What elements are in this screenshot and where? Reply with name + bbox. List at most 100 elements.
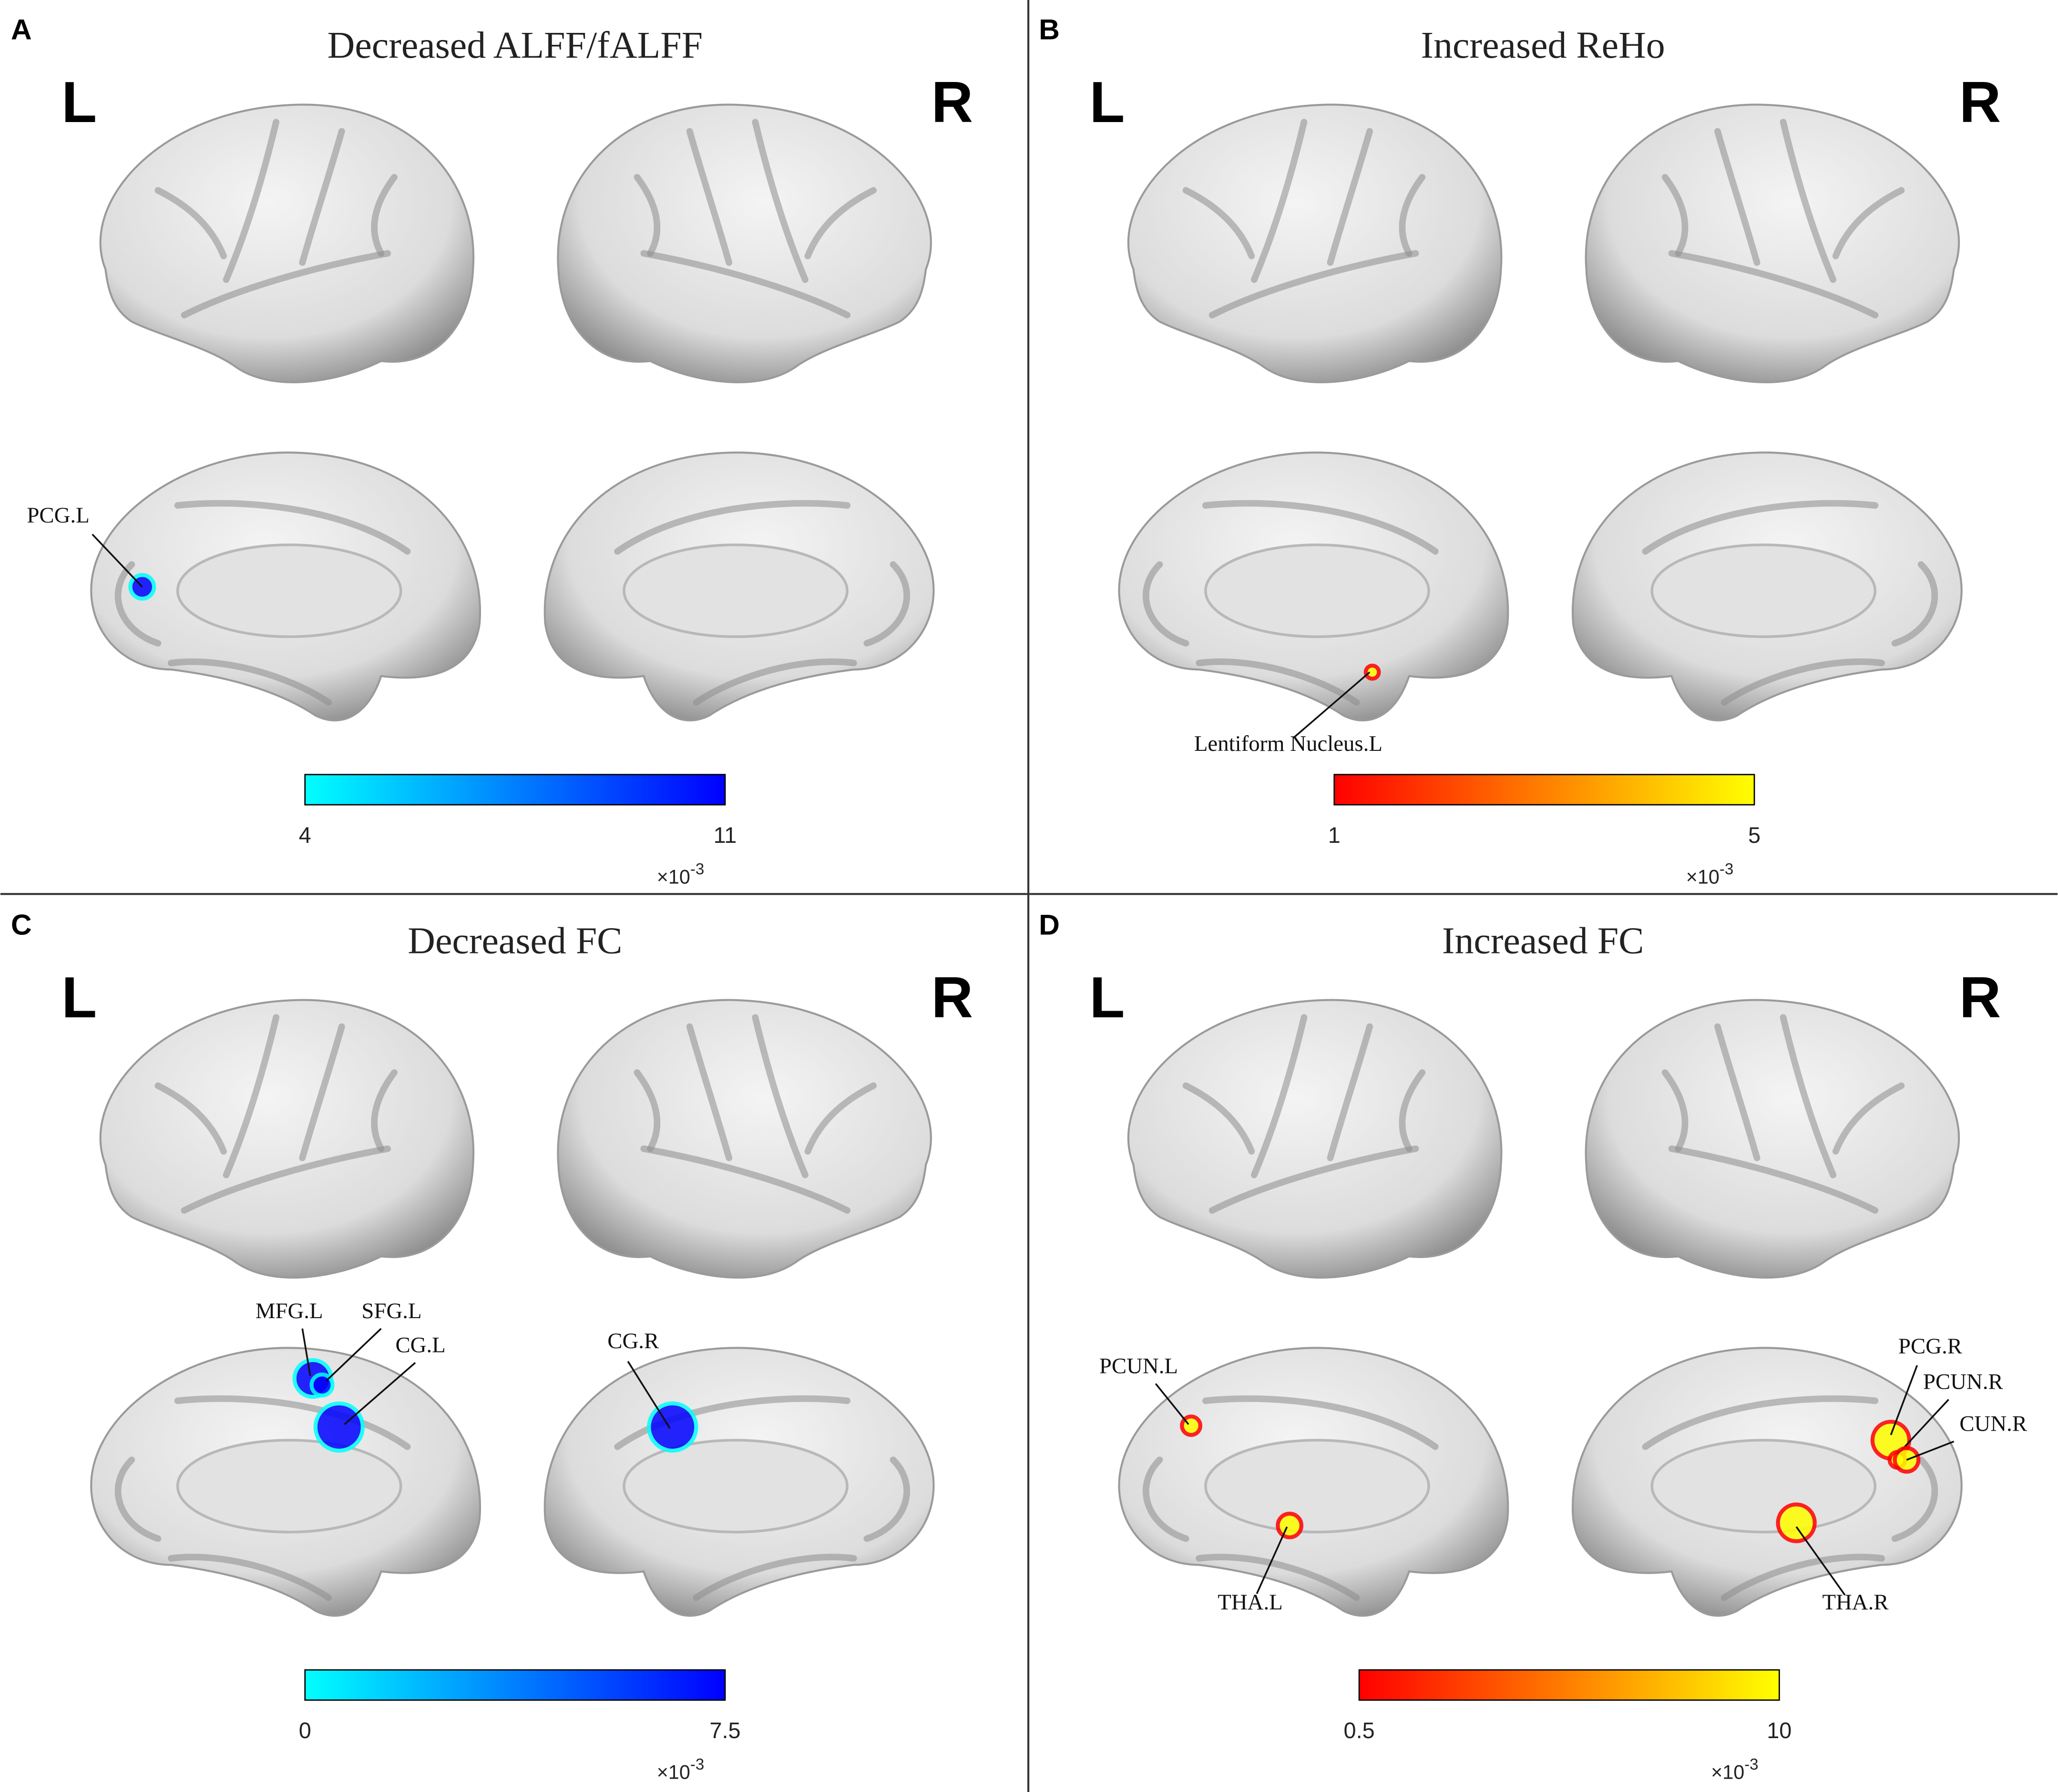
sulcus bbox=[154, 1082, 227, 1155]
sulcus bbox=[1182, 1082, 1255, 1155]
brain bbox=[1127, 999, 1503, 1279]
region-label: CG.R bbox=[607, 1329, 659, 1353]
colorbar bbox=[304, 774, 726, 806]
corpus-callosum bbox=[1204, 1439, 1430, 1534]
sulcus bbox=[1661, 1069, 1689, 1152]
scale-exponent: -3 bbox=[1720, 860, 1733, 878]
sulcus bbox=[1208, 250, 1419, 318]
activation-cluster bbox=[313, 1401, 365, 1453]
scale-base: ×10 bbox=[657, 1761, 690, 1783]
sulcus bbox=[1196, 658, 1360, 706]
brain bbox=[90, 1347, 481, 1617]
panel-title: Increased ReHo bbox=[1421, 24, 1665, 66]
sulcus bbox=[1891, 561, 1938, 647]
sulcus bbox=[752, 119, 809, 283]
colorbar bbox=[1358, 1669, 1780, 1701]
colorbar-min: 4 bbox=[299, 823, 311, 848]
sulcus bbox=[167, 1554, 332, 1601]
sulcus bbox=[1714, 128, 1761, 266]
leader-line bbox=[301, 1328, 311, 1376]
region-label: PCG.R bbox=[1898, 1334, 1963, 1359]
leader-line bbox=[1896, 1399, 1949, 1455]
sulcus bbox=[1399, 1069, 1426, 1152]
sulcus bbox=[693, 1554, 857, 1601]
colorbar-min: 0.5 bbox=[1344, 1718, 1375, 1743]
sulcus bbox=[752, 1014, 809, 1178]
sulcus bbox=[1327, 128, 1373, 266]
colorbar-scale: ×10-3 bbox=[657, 1756, 704, 1783]
sulcus bbox=[640, 1145, 850, 1214]
scale-exponent: -3 bbox=[690, 860, 704, 878]
sulcus bbox=[1202, 1395, 1439, 1450]
hemisphere-label: L bbox=[1089, 965, 1125, 1030]
sulcus bbox=[1642, 500, 1879, 555]
sulcus bbox=[114, 1456, 162, 1542]
sulcus bbox=[863, 1456, 910, 1542]
brain bbox=[1571, 451, 1963, 722]
colorbar-max: 5 bbox=[1748, 823, 1761, 848]
region-label: CUN.R bbox=[1959, 1412, 2027, 1436]
sulcus bbox=[1720, 658, 1885, 706]
panel: B Increased ReHo L R Lentiform Nucleus.L 1 5 ×1… bbox=[1039, 13, 2001, 888]
leader-line bbox=[1890, 1365, 1918, 1435]
activation-cluster bbox=[1276, 1512, 1304, 1539]
region-label: THA.L bbox=[1218, 1590, 1282, 1615]
hemisphere-label: R bbox=[932, 965, 973, 1030]
colorbar-scale: ×10-3 bbox=[1711, 1756, 1758, 1783]
sulcus bbox=[1780, 119, 1837, 283]
sulcus bbox=[1661, 174, 1689, 257]
sulcus bbox=[863, 561, 910, 647]
sulcus bbox=[1327, 1023, 1373, 1161]
activation-cluster bbox=[1776, 1502, 1817, 1544]
scale-base: ×10 bbox=[657, 866, 690, 888]
sulcus bbox=[1202, 500, 1439, 555]
hemisphere-label: L bbox=[1089, 70, 1125, 134]
leader-line bbox=[344, 1362, 416, 1425]
sulcus bbox=[1250, 119, 1308, 283]
hemisphere-label: R bbox=[932, 70, 973, 134]
sulcus bbox=[634, 1069, 661, 1152]
sulcus bbox=[693, 658, 857, 706]
scale-base: ×10 bbox=[1686, 866, 1720, 888]
sulcus bbox=[804, 187, 877, 259]
sulcus bbox=[1250, 1014, 1308, 1178]
region-label: THA.R bbox=[1822, 1590, 1889, 1615]
sulcus bbox=[371, 1069, 398, 1152]
sulcus bbox=[1182, 187, 1255, 259]
sulcus bbox=[634, 174, 661, 257]
colorbar-min: 0 bbox=[299, 1718, 311, 1743]
sulcus bbox=[1668, 1145, 1879, 1214]
brain bbox=[1118, 1347, 1509, 1617]
region-label: PCG.L bbox=[27, 503, 89, 528]
sulcus bbox=[1399, 174, 1426, 257]
leader-line bbox=[1293, 671, 1371, 739]
sulcus bbox=[1832, 187, 1905, 259]
sulcus bbox=[174, 500, 411, 555]
sulcus bbox=[1143, 561, 1189, 647]
sulcus bbox=[1720, 1554, 1885, 1601]
sulcus bbox=[114, 561, 162, 647]
sulcus bbox=[1891, 1456, 1938, 1542]
sulcus bbox=[1196, 1554, 1360, 1601]
hemisphere-label: L bbox=[61, 70, 97, 134]
brain bbox=[1585, 999, 1960, 1279]
sulcus bbox=[640, 250, 850, 318]
sulcus bbox=[299, 1023, 345, 1161]
brain bbox=[557, 103, 932, 383]
panel-letter: C bbox=[11, 909, 32, 941]
sulcus bbox=[371, 174, 398, 257]
sulcus bbox=[223, 119, 280, 283]
panel-title: Decreased ALFF/fALFF bbox=[328, 24, 703, 66]
hemisphere-label: L bbox=[61, 965, 97, 1030]
colorbar bbox=[304, 1669, 726, 1701]
sulcus bbox=[1668, 250, 1879, 318]
brain bbox=[543, 451, 935, 722]
sulcus bbox=[299, 128, 345, 266]
leader-line bbox=[627, 1361, 671, 1429]
leader-line bbox=[1795, 1526, 1846, 1596]
brain bbox=[1585, 103, 1960, 383]
leader-line bbox=[1155, 1383, 1189, 1425]
colorbar-max: 7.5 bbox=[709, 1718, 740, 1743]
